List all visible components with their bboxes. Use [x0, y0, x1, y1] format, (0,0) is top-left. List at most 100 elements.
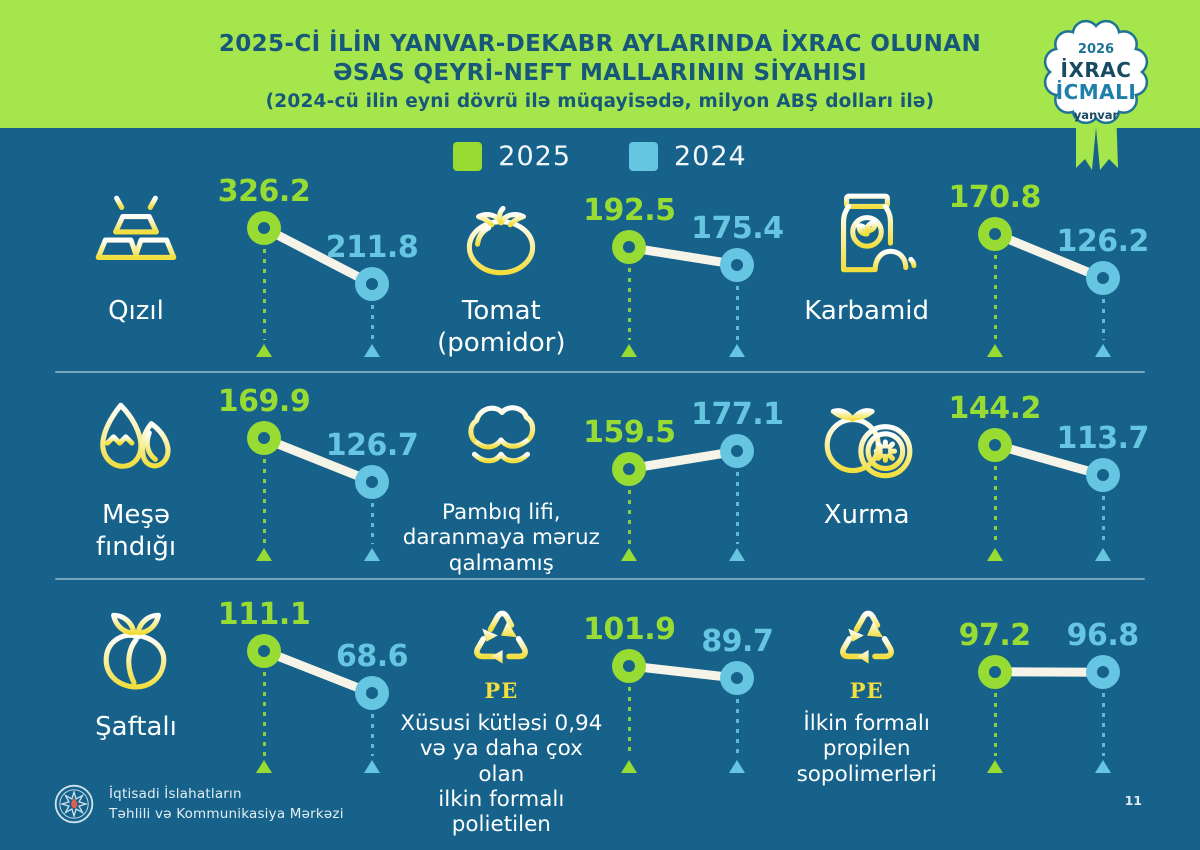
- header-banner: 2025-Cİ İLİN YANVAR-DEKABR AYLARINDA İXR…: [0, 0, 1200, 128]
- connector-graphic: [990, 440, 1108, 480]
- marker-2025: [977, 654, 1012, 689]
- connector-graphic: [990, 229, 1108, 283]
- marker-2024: [720, 247, 755, 282]
- slope-chart: 170.8 126.2: [948, 180, 1149, 386]
- product-info: Tomat (pomidor): [417, 178, 585, 359]
- baseline-arrow-2024: [1094, 548, 1111, 561]
- dropline-2025: [993, 254, 997, 340]
- baseline-arrow-2025: [256, 760, 272, 773]
- product-icon: [77, 390, 195, 492]
- org-line1: İqtisadi İslahatların: [109, 785, 242, 802]
- value-2025: 101.9: [583, 611, 676, 647]
- product-icon: [455, 602, 547, 682]
- value-2024: 113.7: [1056, 421, 1149, 457]
- product-icon: [821, 602, 913, 682]
- value-2025: 144.2: [948, 390, 1041, 426]
- connector-line: [624, 446, 742, 474]
- badge-seal: [1043, 19, 1149, 125]
- product-card-6: Xurma 144.2 113.7: [783, 382, 1149, 590]
- product-card-7: Şaftalı 111.1 68.6: [52, 594, 417, 824]
- baseline-arrow-2024: [364, 344, 380, 357]
- baseline-arrow-2024: [1094, 344, 1111, 357]
- row-divider: [55, 371, 1145, 373]
- marker-2024: [355, 676, 389, 711]
- value-2024: 96.8: [1066, 618, 1140, 654]
- baseline-arrow-2025: [621, 344, 638, 357]
- slope-chart: 144.2 113.7: [948, 390, 1149, 590]
- legend-entry-2025: 2025: [453, 141, 571, 172]
- marker-2024: [355, 464, 389, 499]
- marker-2025: [612, 230, 647, 265]
- organization-emblem: [54, 784, 94, 824]
- slope-chart: 326.2 211.8: [218, 174, 419, 386]
- baseline-arrow-2024: [729, 548, 746, 561]
- marker-2025: [612, 451, 647, 486]
- product-icon: [808, 390, 926, 492]
- slope-chart: 101.9 89.7: [583, 602, 782, 802]
- legend-swatch-2025: [453, 141, 483, 171]
- value-2025: 111.1: [217, 596, 311, 632]
- marker-2025: [247, 421, 281, 456]
- footer: İqtisadi İslahatların Təhlili və Kommuni…: [52, 782, 344, 826]
- dropline-2025: [263, 671, 266, 756]
- dropline-2024: [371, 502, 374, 544]
- baseline-arrow-2024: [729, 760, 746, 773]
- product-info: Qızıl: [52, 178, 220, 328]
- title-line2: ƏSAS QEYRİ-NEFT MALLARININ SİYAHISI: [332, 60, 867, 86]
- dropline-2024: [1101, 693, 1105, 756]
- product-card-1: Qızıl 326.2 211.8: [52, 174, 419, 378]
- ixrac-icmali-badge: 2026 İXRAC İCMALI yanvar: [1034, 14, 1158, 182]
- value-2024: 126.7: [325, 427, 419, 463]
- product-label: Xüsusi kütləsi 0,94 və ya daha çox olan …: [400, 711, 603, 838]
- product-card-8: PE Xüsusi kütləsi 0,94 və ya daha çox ol…: [400, 594, 782, 837]
- product-card-3: Karbamid 170.8 126.2: [783, 178, 1149, 378]
- baseline-arrow-2025: [256, 344, 272, 357]
- product-icon: [77, 602, 195, 704]
- badge-seal-graphic: [1043, 19, 1149, 170]
- product-info: Xurma: [783, 382, 951, 532]
- product-label: Şaftalı: [95, 712, 177, 742]
- product-card-2: Tomat (pomidor) 192.5 175.4: [417, 178, 784, 378]
- marker-2024: [1085, 655, 1120, 690]
- connector-line: [259, 433, 377, 487]
- product-info: Şaftalı: [52, 594, 220, 744]
- value-2025: 97.2: [958, 617, 1032, 653]
- dropline-2024: [736, 699, 740, 756]
- dropline-2024: [371, 714, 374, 756]
- slope-chart: 111.1 68.6: [218, 597, 417, 802]
- product-card-9: PE İlkin formalı propilen sopolimerləri …: [783, 594, 1148, 824]
- connector-graphic: [259, 223, 377, 289]
- connector-graphic: [990, 667, 1108, 677]
- product-icon: [442, 186, 560, 288]
- connector-line: [990, 440, 1108, 480]
- marker-2024: [355, 267, 389, 301]
- value-2025: 326.2: [217, 174, 311, 209]
- product-icon: [442, 390, 560, 492]
- dropline-2025: [263, 459, 266, 544]
- marker-2024: [720, 434, 755, 469]
- connector-line: [624, 242, 742, 270]
- marker-2025: [977, 216, 1012, 251]
- subtitle: (2024-cü ilin eyni dövrü ilə müqayisədə,…: [265, 91, 935, 112]
- legend-swatch-2024: [629, 141, 658, 171]
- legend: 2025 2024: [0, 138, 1200, 174]
- marker-2025: [247, 633, 281, 668]
- connector-graphic: [624, 242, 742, 270]
- org-line2: Təhlili və Kommunikasiya Mərkəzi: [109, 806, 344, 822]
- legend-label-2025: 2025: [498, 140, 571, 172]
- badge-title-line2: İCMALI: [1055, 80, 1137, 104]
- value-2024: 126.2: [1056, 224, 1149, 260]
- badge-title-line1: İXRAC: [1060, 58, 1132, 82]
- product-info: Pambıq lifi, daranmaya məruz qalmamış: [403, 382, 600, 576]
- marker-2025: [977, 427, 1012, 462]
- marker-2024: [720, 661, 755, 696]
- baseline-arrow-2024: [1094, 760, 1111, 773]
- product-info: Karbamid: [783, 178, 951, 328]
- marker-2025: [247, 211, 281, 245]
- baseline-arrow-2024: [364, 760, 380, 773]
- product-label: Tomat (pomidor): [437, 296, 566, 358]
- connector-graphic: [624, 661, 742, 683]
- value-2025: 192.5: [583, 193, 676, 229]
- product-info: Meşə fındığı: [52, 382, 220, 563]
- baseline-arrow-2024: [364, 548, 380, 561]
